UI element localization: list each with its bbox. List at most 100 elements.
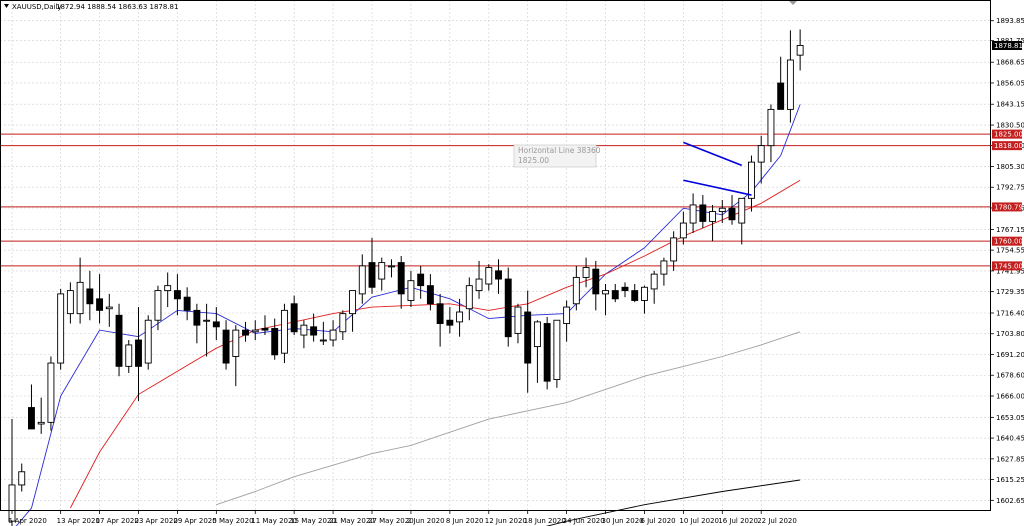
candle	[670, 231, 678, 271]
y-tick-label: 1615.25	[996, 476, 1024, 484]
chart-shift-marker[interactable]	[789, 1, 797, 5]
candle	[378, 257, 386, 291]
bull-candle-body	[689, 204, 697, 224]
price-badge: 1745.00	[992, 261, 1023, 271]
bull-candle-body	[378, 262, 386, 280]
bear-candle-body	[436, 303, 444, 324]
candle	[388, 259, 395, 278]
candle	[641, 285, 648, 314]
bear-candle-body	[183, 296, 191, 311]
candle	[329, 320, 337, 347]
x-tick-label: 5 May 2020	[212, 517, 253, 525]
bear-candle-body	[777, 82, 785, 110]
candle	[86, 270, 94, 321]
candles	[8, 29, 804, 526]
candle	[203, 303, 211, 357]
bull-candle-body	[251, 329, 259, 333]
candle	[426, 274, 434, 311]
candle	[417, 265, 425, 299]
candle	[300, 320, 308, 349]
candle	[504, 267, 512, 347]
candle	[543, 316, 551, 390]
price-badge: 1780.79	[992, 202, 1023, 212]
trend-lines[interactable]	[683, 141, 752, 196]
bull-candle-body	[796, 45, 804, 56]
candle	[164, 272, 172, 308]
bull-candle-body	[485, 267, 493, 285]
bull-candle-body	[738, 197, 746, 224]
candle	[271, 318, 279, 360]
candle	[37, 397, 45, 434]
price-badge-box	[992, 40, 1022, 50]
bear-candle-body	[631, 290, 639, 301]
bull-candle-body	[339, 313, 347, 333]
bull-candle-body	[563, 306, 571, 324]
bear-candle-body	[426, 285, 434, 305]
price-axis[interactable]: 1893.851881.751868.651856.051843.151830.…	[991, 17, 1024, 505]
candle	[232, 325, 240, 387]
y-tick-label: 1716.40	[996, 309, 1024, 317]
candle	[786, 30, 794, 123]
bull-candle-body	[465, 285, 473, 310]
price-badge-text: 1745.00	[994, 262, 1023, 270]
bull-candle-body	[407, 280, 415, 301]
y-tick-label: 1856.05	[996, 79, 1024, 87]
candle	[436, 293, 444, 347]
price-badge-box	[992, 202, 1022, 212]
trend-line[interactable]	[683, 179, 752, 196]
candle	[183, 287, 191, 321]
price-badge: 1818.00	[992, 141, 1023, 151]
bull-candle-body	[203, 319, 211, 322]
price-badge-box	[992, 236, 1022, 246]
y-tick-label: 1868.65	[996, 59, 1024, 67]
x-tick-label: 11 May 2020	[251, 517, 297, 525]
bull-candle-body	[709, 211, 717, 222]
candle	[251, 320, 259, 340]
x-tick-label: 18 Jun 2020	[524, 517, 566, 525]
y-tick-label: 1754.55	[996, 247, 1024, 255]
trend-line[interactable]	[683, 141, 743, 167]
candle	[358, 254, 366, 304]
candle	[212, 307, 220, 340]
candle	[76, 257, 84, 324]
bull-candle-body	[456, 311, 464, 323]
hline-tooltip: Horizontal Line 38360 1825.00	[513, 144, 601, 168]
bear-candle-body	[611, 290, 619, 300]
bull-candle-body	[475, 278, 483, 292]
x-tick-label: 21 May 2020	[329, 517, 375, 525]
candle	[18, 463, 26, 492]
bull-candle-body	[641, 286, 648, 301]
candle	[144, 315, 152, 370]
bull-candle-body	[125, 344, 133, 367]
bull-candle-body	[300, 324, 308, 336]
candle	[28, 384, 35, 430]
candle	[456, 298, 464, 337]
tooltip-title: Horizontal Line 38360	[518, 146, 601, 155]
candle	[173, 274, 181, 316]
bear-candle-body	[310, 326, 318, 336]
x-tick-label: 12 Jun 2020	[485, 517, 527, 525]
bull-candle-body	[388, 265, 395, 268]
bull-candle-body	[164, 285, 172, 292]
candle	[47, 356, 55, 431]
horizontal-lines[interactable]	[0, 133, 991, 267]
x-tick-label: 17 Apr 2020	[96, 517, 139, 525]
bull-candle-body	[572, 276, 580, 305]
candle	[533, 320, 541, 383]
tooltip-value: 1825.00	[518, 156, 549, 165]
y-tick-label: 1805.30	[996, 163, 1024, 171]
candle	[242, 321, 249, 342]
candle	[602, 284, 609, 316]
price-badge-box	[992, 141, 1022, 151]
price-badge-box	[992, 129, 1022, 139]
price-badge-text: 1878.81	[994, 42, 1023, 50]
candle	[446, 307, 454, 334]
candle	[495, 259, 502, 294]
bear-candle-body	[271, 328, 279, 356]
y-tick-label: 1741.95	[996, 267, 1024, 275]
symbol-dropdown-icon[interactable]	[4, 4, 9, 8]
candle	[611, 284, 619, 303]
